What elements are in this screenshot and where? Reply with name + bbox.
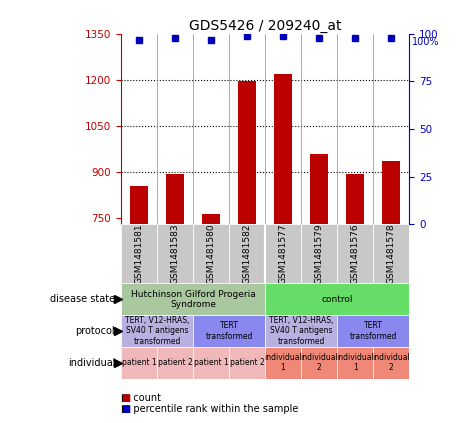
Text: GSM1481582: GSM1481582 (243, 223, 252, 284)
Bar (373, 347, 409, 379)
Bar (157, 347, 193, 379)
Text: ■ count: ■ count (121, 393, 161, 404)
Text: patient 2: patient 2 (158, 358, 193, 367)
Bar (121, 283, 265, 315)
Text: GSM1481577: GSM1481577 (279, 223, 287, 284)
Text: ■: ■ (121, 404, 130, 414)
Bar (301, 224, 337, 283)
Bar (373, 224, 409, 283)
Text: TERT, V12-HRAS,
SV40 T antigens
transformed: TERT, V12-HRAS, SV40 T antigens transfor… (125, 316, 189, 346)
Text: TERT
transformed: TERT transformed (206, 321, 252, 341)
Text: GSM1481583: GSM1481583 (171, 223, 179, 284)
Text: individual
1: individual 1 (336, 353, 374, 372)
Text: patient 1: patient 1 (193, 358, 228, 367)
Text: TERT
transformed: TERT transformed (350, 321, 397, 341)
Bar (166, 173, 184, 224)
Bar (157, 224, 193, 283)
Bar (193, 224, 229, 283)
Text: individual
1: individual 1 (264, 353, 302, 372)
Text: patient 2: patient 2 (230, 358, 265, 367)
Text: Hutchinson Gilford Progeria
Syndrome: Hutchinson Gilford Progeria Syndrome (131, 290, 255, 309)
Bar (265, 315, 337, 347)
Text: individual
2: individual 2 (300, 353, 338, 372)
Text: individual: individual (67, 358, 115, 368)
Text: GSM1481579: GSM1481579 (315, 223, 324, 284)
Bar (337, 315, 409, 347)
Text: TERT, V12-HRAS,
SV40 T antigens
transformed: TERT, V12-HRAS, SV40 T antigens transfor… (269, 316, 333, 346)
Bar (238, 82, 256, 224)
Text: 100%: 100% (412, 37, 439, 47)
Bar (265, 224, 301, 283)
Bar (121, 347, 157, 379)
Text: protocol: protocol (75, 326, 115, 336)
Bar (265, 283, 409, 315)
Bar (337, 224, 373, 283)
Bar (229, 224, 265, 283)
Text: GSM1481580: GSM1481580 (206, 223, 215, 284)
Text: disease state: disease state (50, 294, 115, 304)
Text: GSM1481576: GSM1481576 (351, 223, 359, 284)
Text: GSM1481578: GSM1481578 (387, 223, 396, 284)
Bar (121, 315, 193, 347)
Bar (202, 214, 220, 224)
Bar (301, 347, 337, 379)
Bar (229, 347, 265, 379)
Text: individual
2: individual 2 (372, 353, 410, 372)
Bar (193, 347, 229, 379)
Text: GSM1481581: GSM1481581 (134, 223, 143, 284)
Bar (337, 347, 373, 379)
Bar (121, 224, 157, 283)
Text: control: control (321, 295, 353, 304)
Text: ■ percentile rank within the sample: ■ percentile rank within the sample (121, 404, 298, 414)
Text: ■: ■ (121, 393, 130, 404)
Text: patient 1: patient 1 (121, 358, 156, 367)
Bar (130, 186, 148, 224)
Bar (265, 347, 301, 379)
Bar (346, 173, 364, 224)
Bar (310, 154, 328, 224)
Bar (274, 74, 292, 224)
Title: GDS5426 / 209240_at: GDS5426 / 209240_at (189, 19, 341, 33)
Bar (382, 161, 400, 224)
Bar (193, 315, 265, 347)
